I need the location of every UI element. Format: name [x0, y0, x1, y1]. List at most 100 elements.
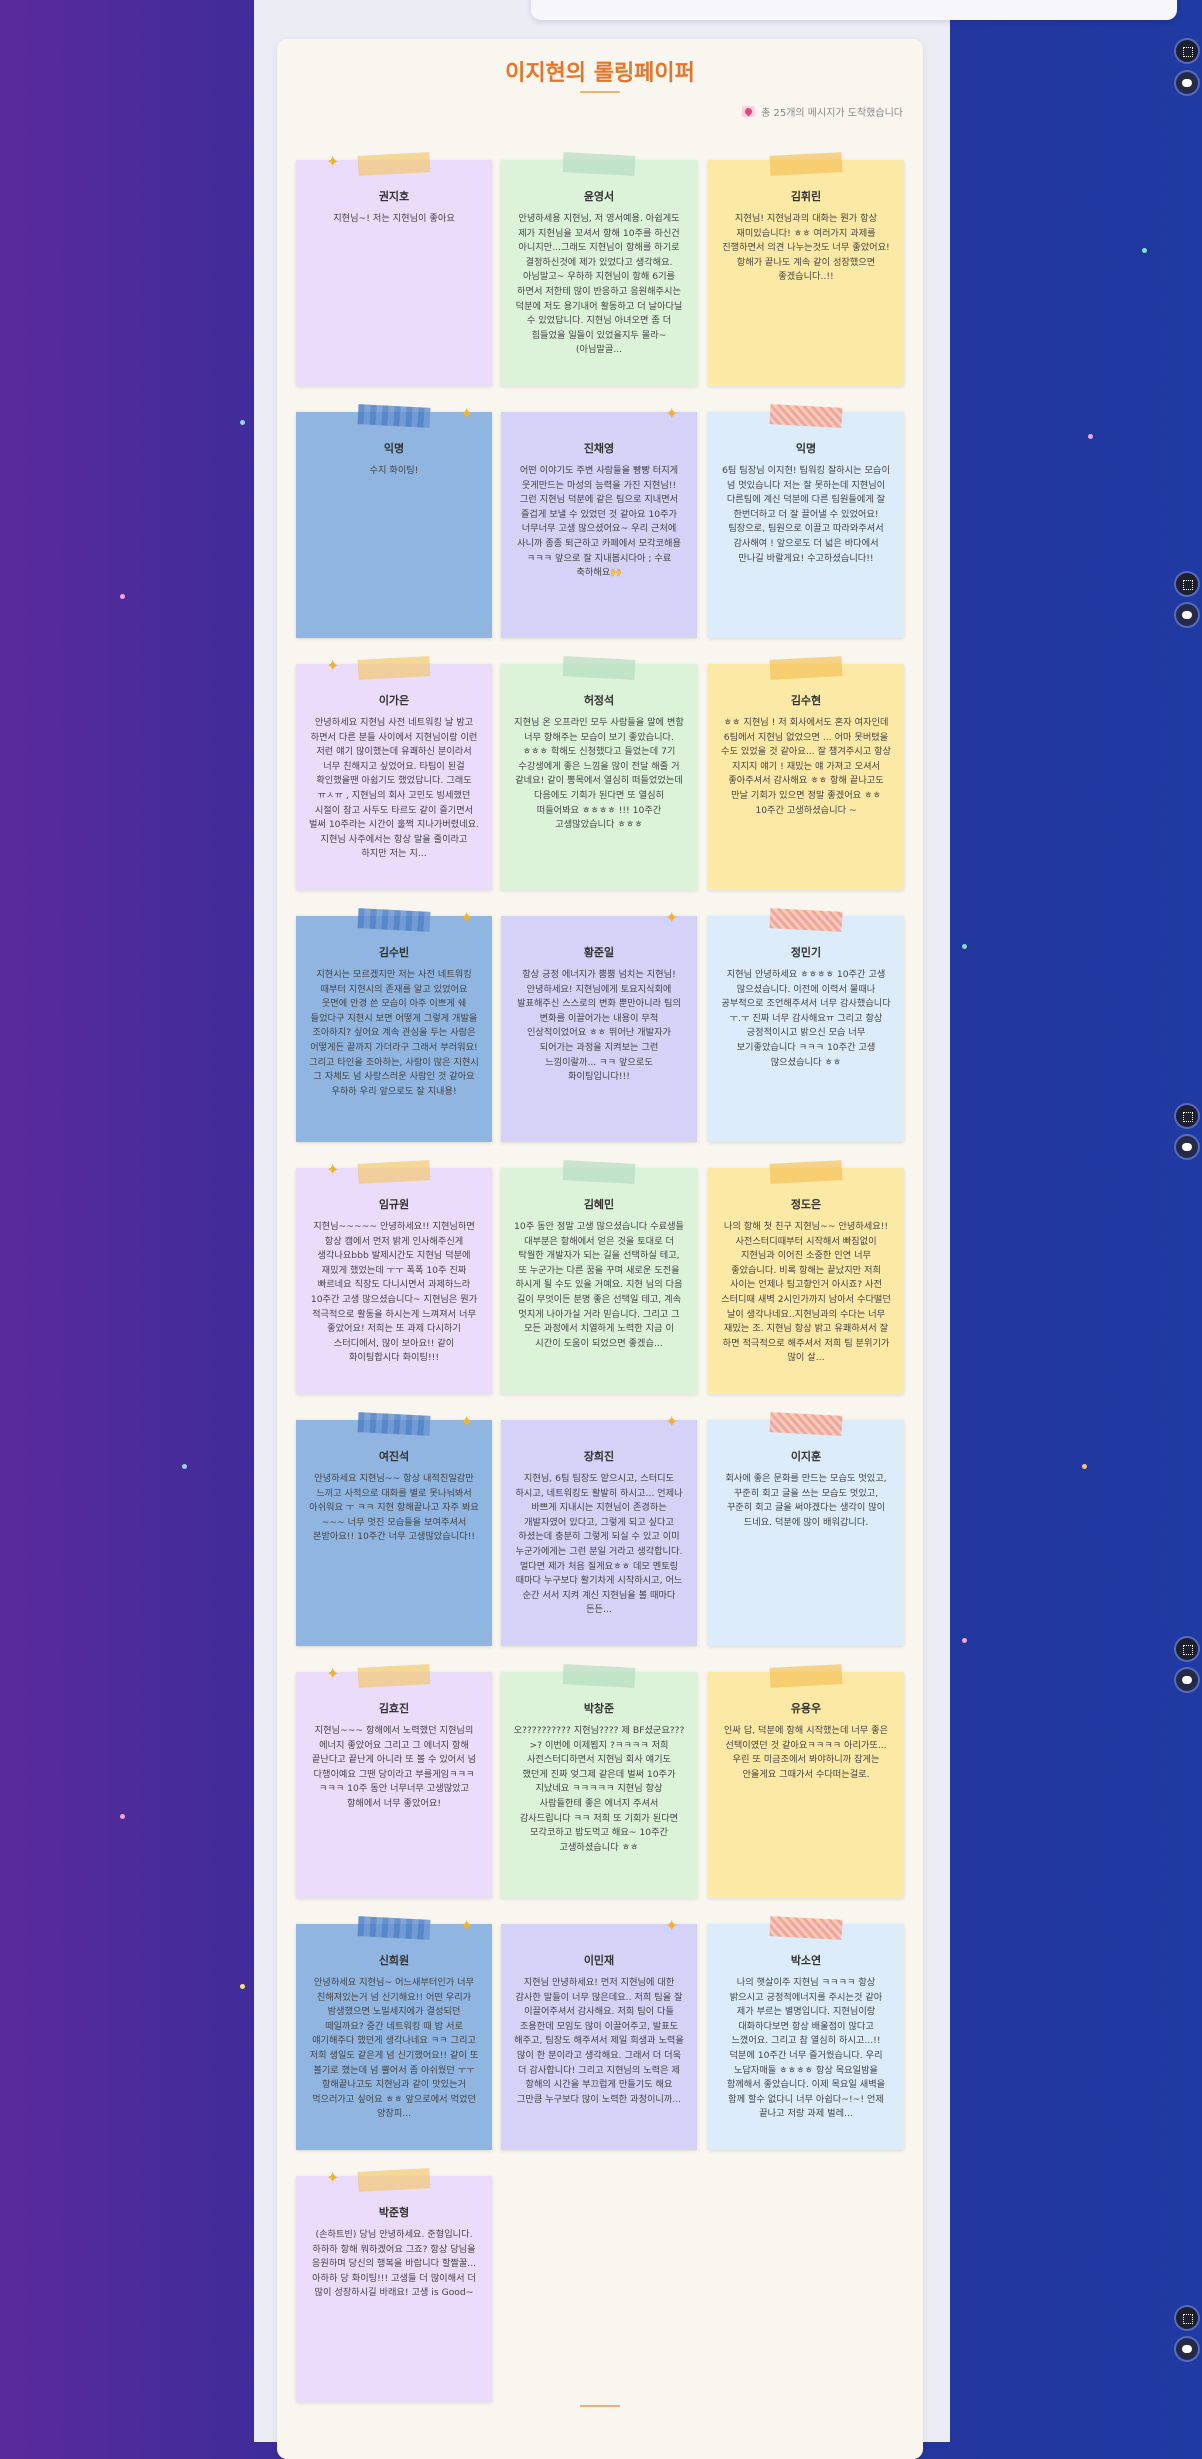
author-name: 장희진	[583, 1450, 615, 1463]
bg-dot	[120, 1814, 125, 1819]
floating-button[interactable]	[1176, 1669, 1198, 1691]
author-name: 익명	[383, 442, 405, 455]
message-text: 10주 동안 정말 고생 많으셨습니다 수료생들 대부분은 항해에서 얻은 것을…	[514, 1221, 684, 1349]
sparkle: ✦	[326, 1664, 340, 1683]
message-text: 수지 화이팅!	[369, 465, 419, 476]
message-text: 지현님 온 오프라인 모두 사람들을 말에 변함 너무 향해주는 모습이 보기 …	[514, 717, 684, 831]
message-text: 나의 햇살이주 지현님 ㅋㅋㅋㅋ 항상 밝으시고 긍정적에너지를 주시는것 같아…	[726, 1977, 886, 2120]
tape	[769, 1160, 843, 1184]
author-name: 김수빈	[378, 946, 410, 959]
author-name: 김수현	[790, 694, 822, 707]
sparkle: ✦	[460, 1412, 474, 1431]
author-name: 진채영	[583, 442, 615, 455]
floating-button[interactable]	[1176, 2338, 1198, 2360]
bg-dot	[182, 1464, 187, 1469]
message-text: 지현님, 6팀 팀장도 맡으시고, 스터디도 하시고, 네트워킹도 활발히 하시…	[515, 1473, 683, 1616]
tape	[769, 152, 843, 176]
message-text: 지현님 안녕하세요 ㅎㅎㅎㅎ 10주간 고생 많으셨습니다. 이전에 이력서 물…	[721, 969, 891, 1068]
author-name: 김혜민	[583, 1198, 615, 1211]
tape	[769, 908, 843, 932]
message-text: (손하트빈) 당님 안녕하세요. 준형입니다. 하하하 항해 뭐하겠어요 그죠?…	[311, 2229, 477, 2299]
sparkle: ✦	[665, 908, 679, 927]
message-count: 총 25개의 메시지가 도착했습니다	[742, 104, 903, 119]
floating-button[interactable]	[1176, 72, 1198, 94]
tape	[357, 908, 431, 932]
bottom-divider	[580, 2405, 620, 2407]
tape	[357, 2168, 431, 2192]
tape	[562, 152, 636, 176]
title-underline	[580, 91, 620, 93]
floating-button[interactable]	[1176, 40, 1198, 62]
sparkle: ✦	[326, 152, 340, 171]
author-name: 유용우	[790, 1702, 822, 1715]
sparkle: ✦	[460, 908, 474, 927]
tape	[769, 1412, 843, 1436]
tape	[357, 152, 431, 176]
sparkle: ✦	[326, 1160, 340, 1179]
author-name: 이가은	[378, 694, 410, 707]
floating-button[interactable]	[1176, 1638, 1198, 1660]
message-text: 오?????????? 지현님???? 제 BF셨군요???>? 이번에 이제뵙…	[513, 1725, 685, 1853]
author-name: 신희원	[378, 1954, 410, 1967]
message-text: 지현님~~~ 항해에서 노력했던 지현님의 에너지 좋았어요 그리고 그 에너지…	[311, 1725, 477, 1809]
bg-dot	[1088, 434, 1093, 439]
message-card: 박창준 오?????????? 지현님???? 제 BF셨군요???>? 이번에 …	[501, 1664, 697, 1898]
message-text: 안녕하세요 지현님~ 어느새부터인가 너무 친해져있는거 넘 신기해요!! 어떤…	[309, 1977, 479, 2120]
tape	[357, 1916, 431, 1940]
author-name: 임규원	[378, 1198, 410, 1211]
message-card: ✦ 김효진 지현님~~~ 항해에서 노력했던 지현님의 에너지 좋았어요 그리고 그…	[296, 1664, 492, 1898]
author-name: 허정석	[583, 694, 615, 707]
message-card: 윤영서 안녕하세용 지현님, 저 영서예용. 아쉽게도 제가 지현님을 꼬셔서 항…	[501, 152, 697, 386]
author-name: 이민재	[583, 1954, 615, 1967]
message-text: 지현님~~~~~ 안녕하세요!! 지현님하면 항상 캠에서 먼저 밝게 인사해주…	[310, 1221, 478, 1364]
tape	[769, 1916, 843, 1940]
message-card: 김수현 ㅎㅎ 지현님 ! 저 회사에서도 혼자 여자인데 6팀에서 지현님 없었으…	[708, 656, 904, 890]
message-text: 지현님! 지현님과의 대화는 뭔가 항상 재미있습니다! ㅎㅎ 여러가지 과제를…	[722, 213, 890, 283]
author-name: 이지훈	[790, 1450, 822, 1463]
tape	[562, 656, 636, 680]
message-card: 김휘린 지현님! 지현님과의 대화는 뭔가 항상 재미있습니다! ㅎㅎ 여러가지 …	[708, 152, 904, 386]
sparkle: ✦	[665, 1916, 679, 1935]
sparkle: ✦	[460, 1916, 474, 1935]
message-card: ✦ 이민재 지현님 안녕하세요! 먼저 지현님에 대한 감사한 말들이 너무 많은데…	[501, 1918, 697, 2150]
message-text: 지현시는 모르겠지만 저는 사전 네트워킹 때부터 지현시의 존재를 알고 있었…	[309, 969, 479, 1097]
message-text: 인싸 답, 덕분에 항해 시작했는데 너무 좋은 선택이였던 것 같아요ㅋㅋㅋㅋ…	[723, 1725, 889, 1780]
message-text: 지현님~! 저는 지현님이 좋아요	[333, 213, 455, 224]
author-name: 권지호	[378, 190, 410, 203]
sparkle: ✦	[326, 656, 340, 675]
sparkle: ✦	[665, 1412, 679, 1431]
floating-button[interactable]	[1176, 2307, 1198, 2329]
message-card: ✦ 여진석 안녕하세요 지현님~~ 항상 내적친밀감만 느끼고 사적으로 대화를 별…	[296, 1412, 492, 1646]
author-name: 박소연	[790, 1954, 822, 1967]
author-name: 익명	[795, 442, 817, 455]
floating-button[interactable]	[1176, 1105, 1198, 1127]
message-card: 익명 6팀 팀장님 이지현! 팀워킹 잘하시는 모습이 넘 멋있습니다 저는 잘 …	[708, 404, 904, 638]
tape	[357, 1664, 431, 1688]
tape	[562, 1160, 636, 1184]
rolling-paper-card: 이지현의 롤링페이퍼 총 25개의 메시지가 도착했습니다 ✦ 권지호 지현님~! …	[277, 39, 923, 2459]
message-text: 6팀 팀장님 이지현! 팀워킹 잘하시는 모습이 넘 멋있습니다 저는 잘 못하…	[722, 465, 890, 564]
floating-button[interactable]	[1176, 573, 1198, 595]
message-text: 회사에 좋은 문화를 만드는 모습도 멋있고, 꾸준히 회고 글을 쓰는 모습도…	[725, 1473, 887, 1528]
author-name: 황준일	[583, 946, 615, 959]
floating-button[interactable]	[1176, 604, 1198, 626]
author-name: 박준형	[378, 2206, 410, 2219]
author-name: 정도은	[790, 1198, 822, 1211]
previous-card	[531, 0, 1177, 20]
tape	[357, 656, 431, 680]
message-text: 안녕하세용 지현님, 저 영서예용. 아쉽게도 제가 지현님을 꼬셔서 항해 1…	[515, 213, 683, 356]
message-card: ✦ 진채영 어떤 이야기도 주변 사람들을 빵빵 터지게 웃게만드는 마성의 능력을…	[501, 406, 697, 638]
bg-dot	[962, 944, 967, 949]
author-name: 여진석	[378, 1450, 410, 1463]
floating-button[interactable]	[1176, 1136, 1198, 1158]
message-text: 항상 긍정 에너지가 뿜뿜 넘치는 지현님! 안녕하세요! 지현님에게 토요지식…	[517, 969, 681, 1083]
message-text: 안녕하세요 지현님 사전 네트워킹 날 밤고 하면서 다른 분들 사이에서 지현…	[309, 717, 479, 860]
